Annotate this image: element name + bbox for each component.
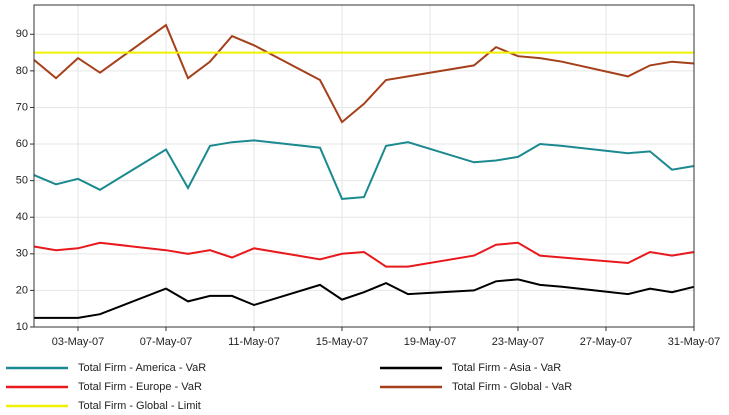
x-tick-label: 31-May-07 xyxy=(668,336,721,348)
y-tick-label: 70 xyxy=(16,101,28,113)
y-tick-label: 60 xyxy=(16,138,28,150)
y-tick-label: 40 xyxy=(16,211,28,223)
series-line xyxy=(33,23,695,124)
plot-area xyxy=(34,5,694,327)
y-tick-label: 10 xyxy=(16,321,28,333)
x-tick-label: 03-May-07 xyxy=(52,336,105,348)
legend-label: Total Firm - Asia - VaR xyxy=(452,362,561,374)
x-tick-label: 11-May-07 xyxy=(228,336,280,348)
y-tick-label: 20 xyxy=(16,284,28,296)
series-line xyxy=(33,241,695,268)
legend-label: Total Firm - Global - VaR xyxy=(452,381,572,393)
series-line xyxy=(34,278,695,319)
x-tick-label: 19-May-07 xyxy=(404,336,457,348)
legend-label: Total Firm - Europe - VaR xyxy=(78,381,202,393)
y-tick-label: 80 xyxy=(16,65,28,77)
x-tick-label: 27-May-07 xyxy=(580,336,633,348)
y-tick-label: 90 xyxy=(16,28,28,40)
y-tick-label: 50 xyxy=(16,175,28,187)
x-tick-label: 07-May-07 xyxy=(140,336,193,348)
legend-label: Total Firm - Global - Limit xyxy=(78,400,201,412)
plot-border xyxy=(33,4,695,328)
series-line xyxy=(33,139,695,200)
x-tick-label: 23-May-07 xyxy=(492,336,545,348)
legend-label: Total Firm - America - VaR xyxy=(78,362,206,374)
y-tick-label: 30 xyxy=(16,248,28,260)
x-tick-label: 15-May-07 xyxy=(316,336,369,348)
